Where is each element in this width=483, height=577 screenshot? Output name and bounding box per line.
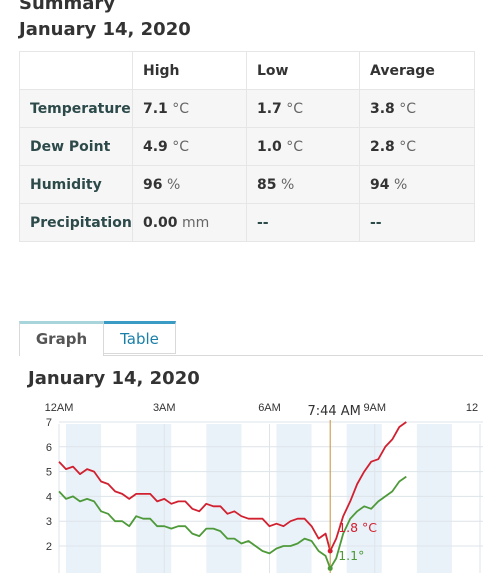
- cell-value: 7.1: [143, 100, 168, 117]
- y-tick-label: 3: [46, 516, 52, 528]
- cursor-point-dew-point: [327, 565, 333, 571]
- chart-date: January 14, 2020: [28, 368, 200, 389]
- cell-value: 1.0: [257, 138, 282, 155]
- cell-value: 96: [143, 176, 163, 193]
- cursor-time-box: [304, 399, 357, 417]
- cell-value: 0.00: [143, 214, 178, 231]
- cell-value: 94: [370, 176, 390, 193]
- cell-high: 96 %: [132, 165, 247, 204]
- summary-date: January 14, 2020: [19, 19, 191, 40]
- cell-high: 7.1 °C: [132, 89, 247, 128]
- cell-low: 1.0 °C: [246, 127, 360, 166]
- summary-header-row: High Low Average: [19, 51, 475, 90]
- temperature-line: [58, 421, 407, 552]
- row-label: Temperature: [19, 89, 133, 128]
- hour-band: [276, 424, 312, 573]
- column-header-average: Average: [359, 51, 475, 90]
- x-tick-label: 6AM: [258, 402, 281, 414]
- y-tick-label: 6: [46, 442, 52, 454]
- x-tick-label: 12AM: [45, 402, 74, 414]
- y-tick-label: 7: [46, 417, 52, 429]
- summary-table: High Low Average Temperature 7.1 °C 1.7 …: [19, 51, 475, 242]
- table-row-precipitation: Precipitation 0.00 mm -- --: [19, 203, 475, 242]
- cell-value: --: [370, 214, 382, 231]
- cell-unit: °C: [172, 100, 190, 117]
- cell-average: 2.8 °C: [359, 127, 475, 166]
- summary-heading: Summary: [19, 0, 116, 14]
- cell-low: 1.7 °C: [246, 89, 360, 128]
- cell-unit: °C: [286, 100, 304, 117]
- cell-value: 4.9: [143, 138, 168, 155]
- cell-unit: %: [166, 176, 181, 193]
- table-row-temperature: Temperature 7.1 °C 1.7 °C 3.8 °C: [19, 89, 475, 128]
- cell-low: 85 %: [246, 165, 360, 204]
- cell-high: 4.9 °C: [132, 127, 247, 166]
- cell-high: 0.00 mm: [132, 203, 247, 242]
- row-label: Precipitation: [19, 203, 133, 242]
- table-row-humidity: Humidity 96 % 85 % 94 %: [19, 165, 475, 204]
- cell-unit: °C: [172, 138, 190, 155]
- column-header-blank: [19, 51, 133, 90]
- cursor-time-label: 7:44 AM: [307, 404, 360, 419]
- temperature-chart[interactable]: 2 3 4 5 6 7 12AM 3AM 6AM 9AM 12 7:44 AM 1.8 °C 1.1°: [0, 396, 483, 577]
- cell-unit: °C: [399, 138, 417, 155]
- dew-point-line: [58, 475, 407, 570]
- cell-unit: °C: [399, 100, 417, 117]
- row-label: Humidity: [19, 165, 133, 204]
- row-label: Dew Point: [19, 127, 133, 166]
- tab-table[interactable]: Table: [104, 321, 176, 354]
- x-tick-label: 3AM: [153, 402, 176, 414]
- x-tick-label: 9AM: [363, 402, 386, 414]
- hour-band: [416, 424, 452, 573]
- y-tick-label: 2: [46, 541, 52, 553]
- cursor-temperature-label: 1.8 °C: [338, 520, 377, 535]
- tab-graph[interactable]: Graph: [19, 321, 104, 356]
- cell-unit: %: [393, 176, 408, 193]
- column-header-low: Low: [246, 51, 360, 90]
- cell-average: 3.8 °C: [359, 89, 475, 128]
- cell-unit: %: [280, 176, 295, 193]
- cell-value: 2.8: [370, 138, 395, 155]
- cell-value: 3.8: [370, 100, 395, 117]
- cursor-point-temperature: [327, 548, 333, 554]
- hour-band: [66, 424, 102, 573]
- cell-unit: mm: [182, 214, 210, 231]
- table-row-dew-point: Dew Point 4.9 °C 1.0 °C 2.8 °C: [19, 127, 475, 166]
- cell-average: 94 %: [359, 165, 475, 204]
- y-tick-label: 4: [46, 491, 52, 503]
- cell-unit: °C: [286, 138, 304, 155]
- cell-value: 1.7: [257, 100, 282, 117]
- cursor-dew-point-label: 1.1°: [338, 548, 364, 563]
- cell-average: --: [359, 203, 475, 242]
- hour-band: [206, 424, 242, 573]
- y-tick-label: 5: [46, 467, 52, 479]
- cell-low: --: [246, 203, 360, 242]
- column-header-high: High: [132, 51, 247, 90]
- hour-band: [346, 424, 382, 573]
- cell-value: 85: [257, 176, 277, 193]
- cell-value: --: [257, 214, 269, 231]
- x-tick-label: 12: [466, 402, 478, 414]
- view-tabs: Graph Table: [19, 321, 483, 356]
